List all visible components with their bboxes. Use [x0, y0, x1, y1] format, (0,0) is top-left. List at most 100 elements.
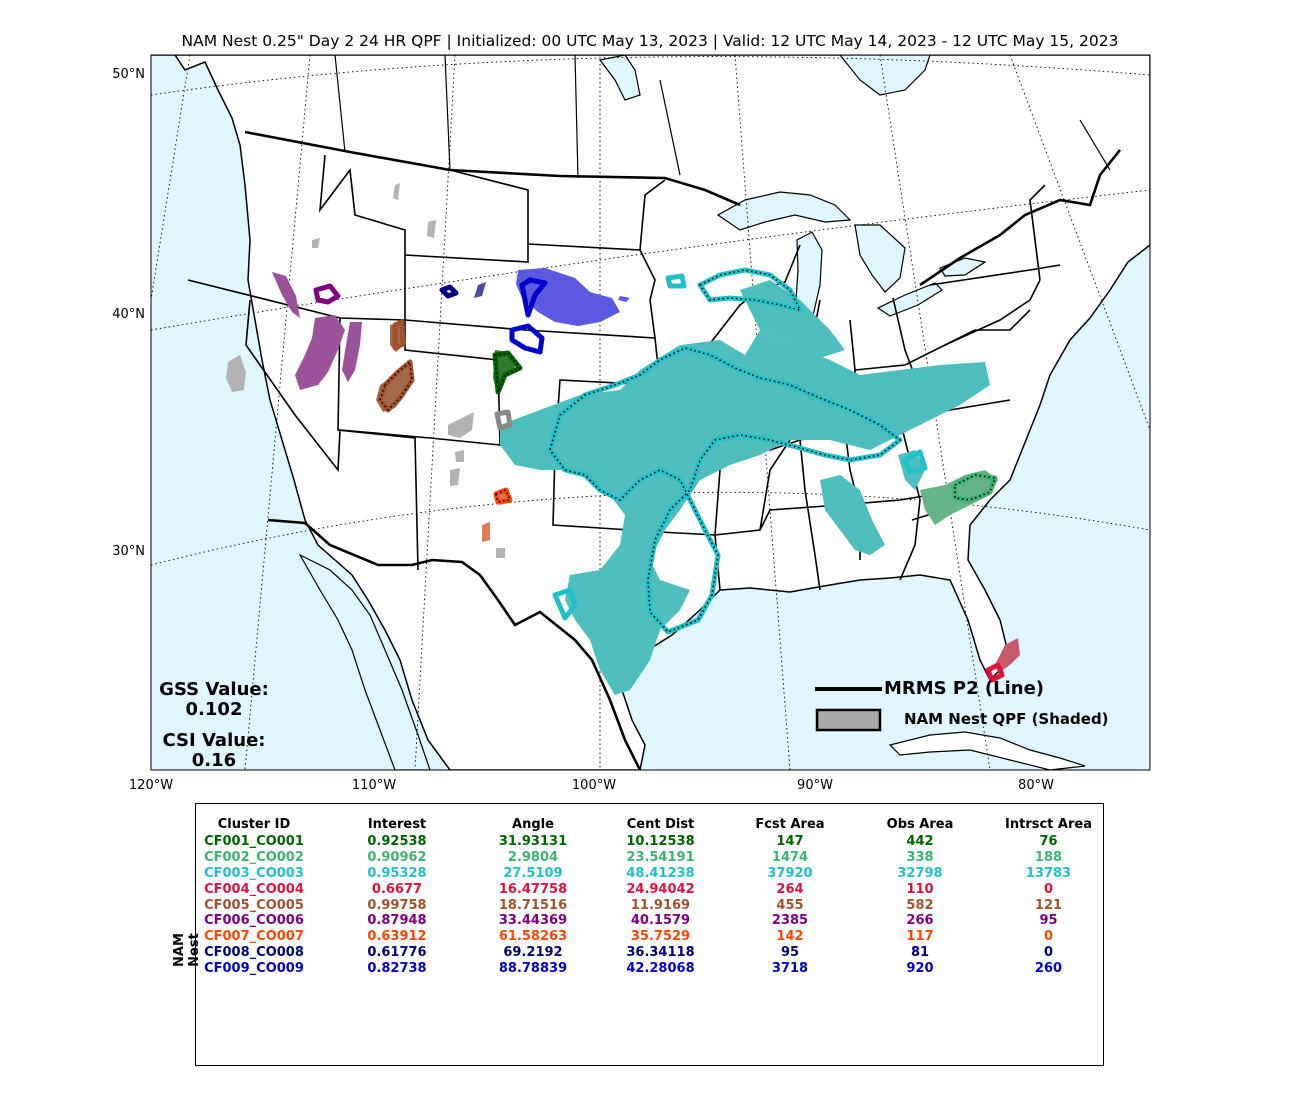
- legend-line-label: MRMS P2 (Line): [884, 678, 1045, 699]
- lake-huron: [854, 224, 906, 293]
- cell-angle: 27.5109: [503, 865, 563, 881]
- cell-cent-dist: 10.12538: [626, 834, 695, 850]
- cell-intrsct-area: 0: [1043, 929, 1054, 945]
- cell-obs-area: 32798: [897, 865, 943, 881]
- cell-cluster-id: CF007_CO007: [204, 929, 304, 945]
- table-row: CF005_CO005 0.99758 18.71516 11.9169 455 582 1…: [200, 897, 1096, 913]
- cell-intrsct-area: 0: [1043, 881, 1054, 897]
- cell-intrsct-area: 260: [1034, 960, 1063, 976]
- header-interest: Interest: [367, 816, 427, 832]
- cell-fcst-area: 147: [776, 834, 804, 850]
- table-row: CF002_CO002 0.90962 2.9804 23.54191 1474 338 1…: [200, 850, 1096, 866]
- header-angle: Angle: [512, 816, 554, 832]
- cell-interest: 0.87948: [367, 913, 427, 929]
- cell-angle: 61.58263: [498, 929, 568, 945]
- table-side-label: NAM Nest: [172, 933, 202, 967]
- gss-label: GSS Value:: [159, 679, 269, 700]
- cell-interest: 0.63912: [367, 929, 427, 945]
- cell-interest: 0.95328: [367, 865, 427, 881]
- cell-obs-area: 117: [906, 929, 934, 945]
- header-cent-dist: Cent Dist: [626, 816, 695, 832]
- cell-intrsct-area: 76: [1039, 834, 1058, 850]
- csi-value: 0.16: [191, 750, 237, 771]
- lake-ontario: [939, 257, 987, 277]
- cell-fcst-area: 142: [776, 929, 804, 945]
- lon-label-80w: 80°W: [1018, 778, 1054, 793]
- cell-fcst-area: 3718: [771, 960, 809, 976]
- cell-angle: 18.71516: [498, 897, 568, 913]
- cell-cent-dist: 36.34118: [626, 944, 695, 960]
- cell-cluster-id: CF003_CO003: [204, 865, 304, 881]
- cell-angle: 88.78839: [498, 960, 568, 976]
- cell-cent-dist: 40.1579: [630, 913, 691, 929]
- cell-interest: 0.90962: [367, 850, 427, 866]
- cell-cent-dist: 42.28068: [626, 960, 695, 976]
- cell-interest: 0.82738: [367, 960, 427, 976]
- cell-interest: 0.99758: [367, 897, 427, 913]
- cell-cluster-id: CF001_CO001: [204, 834, 304, 850]
- cell-cluster-id: CF005_CO005: [204, 897, 304, 913]
- map-title: NAM Nest 0.25" Day 2 24 HR QPF | Initial…: [181, 32, 1119, 50]
- header-cluster-id: Cluster ID: [217, 816, 291, 832]
- header-obs-area: Obs Area: [886, 816, 954, 832]
- cell-interest: 0.61776: [367, 944, 427, 960]
- lat-label-30n: 30°N: [112, 544, 145, 559]
- cluster-table-frame: [195, 803, 1104, 1066]
- cell-obs-area: 81: [910, 944, 930, 960]
- lon-label-110w: 110°W: [351, 778, 397, 793]
- legend-shaded-swatch: [815, 708, 882, 732]
- table-row: CF008_CO008 0.61776 69.2192 36.34118 95 81 0: [200, 945, 1096, 961]
- lon-label-100w: 100°W: [571, 778, 617, 793]
- table-header-row: Cluster ID Interest Angle Cent Dist Fcst…: [200, 814, 1096, 834]
- cell-interest: 0.6677: [371, 881, 423, 897]
- cell-cluster-id: CF004_CO004: [204, 881, 304, 897]
- cell-cent-dist: 11.9169: [630, 897, 691, 913]
- cell-angle: 31.93131: [498, 834, 568, 850]
- cell-interest: 0.92538: [367, 834, 427, 850]
- table-row: CF003_CO003 0.95328 27.5109 48.41238 37920 32…: [200, 866, 1096, 882]
- cell-intrsct-area: 13783: [1025, 865, 1072, 881]
- table-row: CF009_CO009 0.82738 88.78839 42.28068 3718 92…: [200, 960, 1096, 976]
- lat-label-50n: 50°N: [112, 67, 145, 82]
- lat-label-40n: 40°N: [112, 307, 145, 322]
- cell-angle: 69.2192: [503, 944, 563, 960]
- cell-obs-area: 920: [906, 960, 934, 976]
- cell-obs-area: 338: [906, 850, 934, 866]
- cell-fcst-area: 2385: [771, 913, 809, 929]
- cell-intrsct-area: 0: [1043, 944, 1054, 960]
- cell-fcst-area: 455: [776, 897, 804, 913]
- lake-superior: [716, 191, 852, 231]
- cell-angle: 16.47758: [498, 881, 568, 897]
- cell-cluster-id: CF008_CO008: [204, 944, 304, 960]
- cell-cluster-id: CF006_CO006: [204, 913, 304, 929]
- cell-cent-dist: 35.7529: [630, 929, 691, 945]
- cell-intrsct-area: 95: [1039, 913, 1058, 929]
- cell-fcst-area: 95: [780, 944, 800, 960]
- lake-erie: [876, 282, 943, 317]
- cell-cent-dist: 23.54191: [626, 850, 695, 866]
- csi-label: CSI Value:: [162, 730, 266, 751]
- cell-obs-area: 582: [906, 897, 934, 913]
- cell-obs-area: 442: [906, 834, 934, 850]
- cell-cluster-id: CF002_CO002: [204, 850, 304, 866]
- cell-fcst-area: 264: [776, 881, 804, 897]
- table-row: CF001_CO001 0.92538 31.93131 10.12538 147 442…: [200, 834, 1096, 850]
- gss-value: 0.102: [185, 699, 243, 720]
- cell-cluster-id: CF009_CO009: [204, 960, 304, 976]
- table-row: CF007_CO007 0.63912 61.58263 35.7529 142 117 0: [200, 929, 1096, 945]
- table-row: CF006_CO006 0.87948 33.44369 40.1579 2385 266…: [200, 913, 1096, 929]
- cell-intrsct-area: 188: [1034, 850, 1063, 866]
- cell-intrsct-area: 121: [1034, 897, 1063, 913]
- legend-shaded-label: NAM Nest QPF (Shaded): [904, 710, 1109, 728]
- cell-obs-area: 110: [906, 881, 934, 897]
- lon-label-90w: 90°W: [797, 778, 833, 793]
- cell-cent-dist: 48.41238: [626, 865, 695, 881]
- lon-label-120w: 120°W: [128, 778, 174, 793]
- header-fcst-area: Fcst Area: [755, 816, 825, 832]
- cluster-table: Cluster ID Interest Angle Cent Dist Fcst…: [200, 814, 1096, 976]
- cell-cent-dist: 24.94042: [626, 881, 695, 897]
- cell-fcst-area: 1474: [771, 850, 809, 866]
- cell-angle: 2.9804: [507, 850, 559, 866]
- cell-fcst-area: 37920: [767, 865, 813, 881]
